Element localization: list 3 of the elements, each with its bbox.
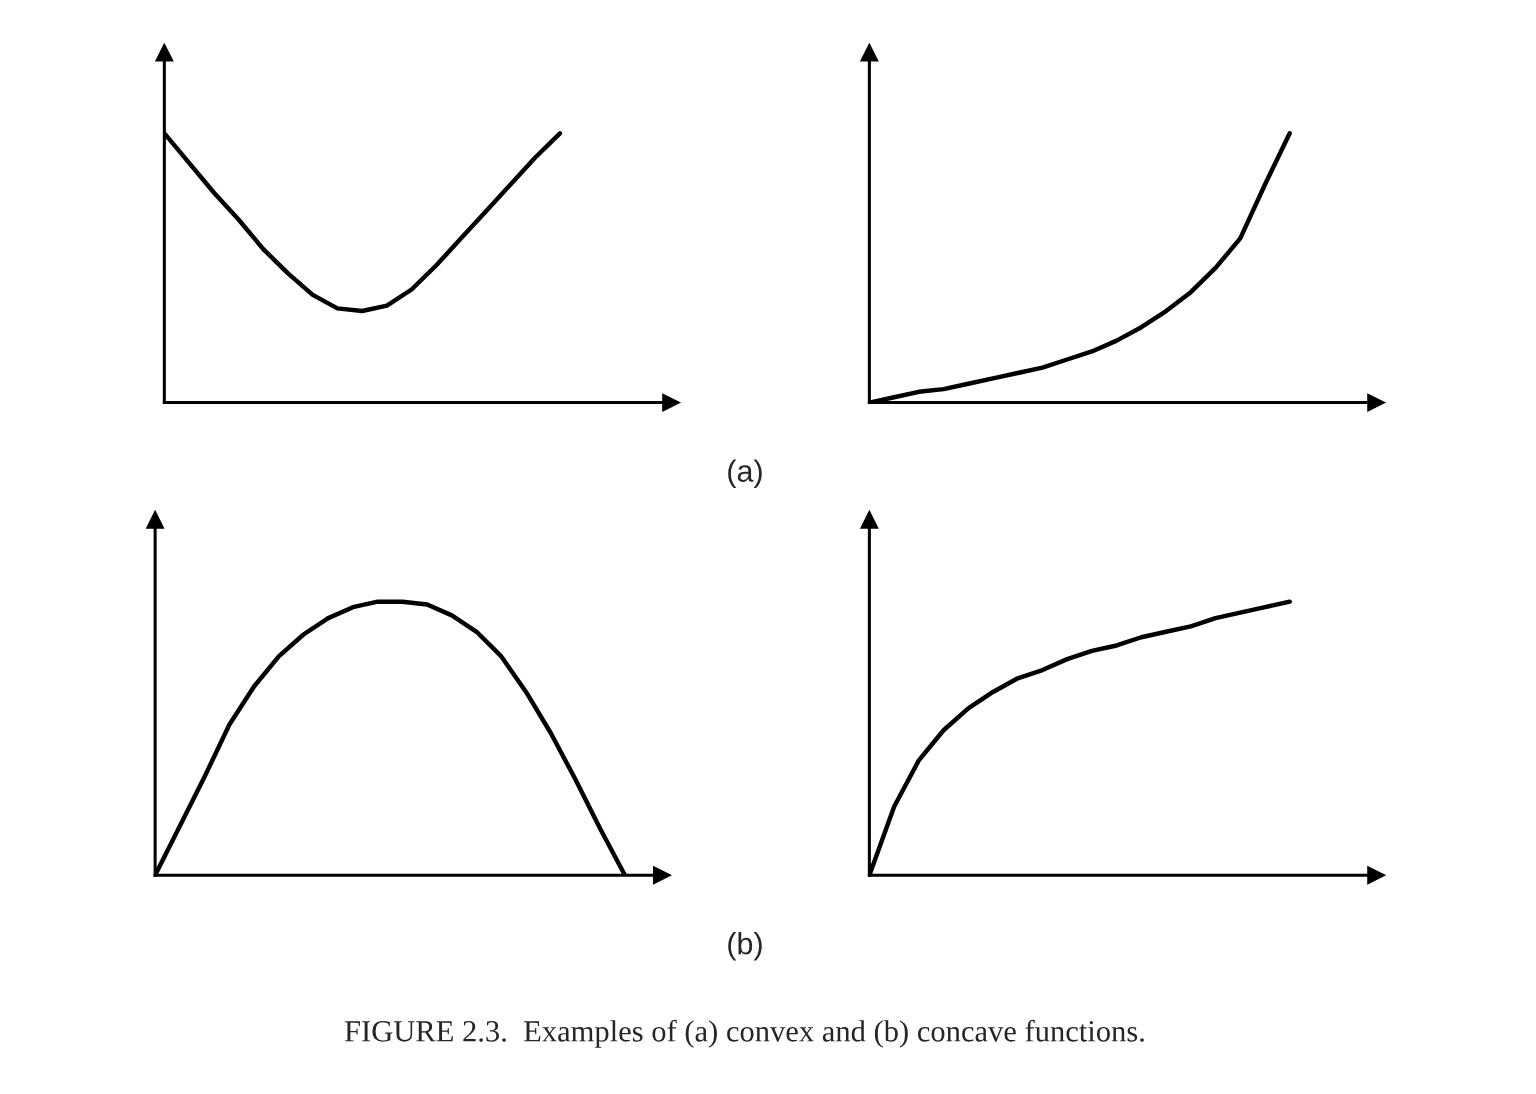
text: (a) <box>728 459 762 488</box>
text: (b) <box>728 932 762 961</box>
caption: FIGURE 2.3. Examples of (a) convex and (b) concave functions. <box>344 1019 1144 1048</box>
